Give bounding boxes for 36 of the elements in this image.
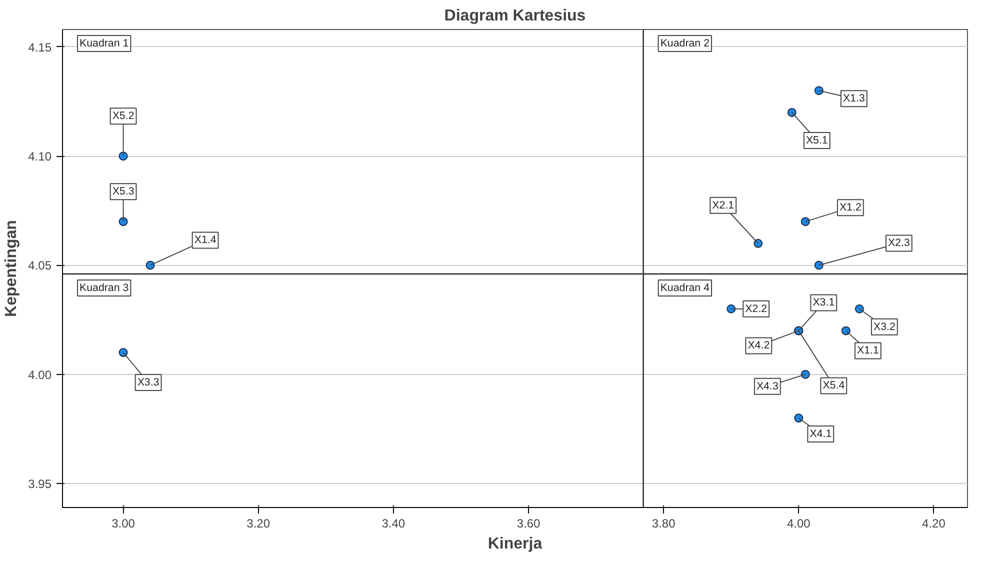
y-axis-title: Kepentingan [3,220,20,317]
y-tick-label: 4.05 [28,258,52,273]
x-tick-label: 3.80 [652,516,676,530]
x-tick-label: 4.00 [786,516,811,530]
y-tick-label: 4.00 [28,368,52,382]
x-tick-label: 3.40 [382,516,406,530]
annotation: X4.2 [748,340,770,352]
annotation: X5.3 [112,186,134,198]
annotation: X4.1 [810,428,832,440]
annotation: Kuadran 2 [660,38,710,50]
x-tick-label: 3.60 [516,516,541,530]
annotation: X1.1 [856,344,879,357]
annotation: X3.2 [873,320,896,333]
annotation: X5.4 [822,380,845,392]
annotation: X2.2 [745,302,768,315]
annotation: X1.3 [842,92,865,105]
annotation: X3.3 [137,376,160,389]
y-tick-label: 3.95 [28,476,52,491]
x-axis-title: Kinerja [488,536,542,552]
y-tick-label: 4.10 [28,150,52,164]
annotation: X5.2 [112,110,134,122]
annotation: X4.3 [756,380,778,392]
x-tick-label: 3.20 [246,516,270,530]
annotation: Kuadran 4 [660,282,710,294]
annotation: X1.4 [194,234,216,246]
annotation: X2.1 [712,199,734,212]
annotation: X5.1 [806,134,828,146]
x-tick-label: 4.20 [922,516,946,530]
x-tick-label: 3.00 [112,516,136,530]
chart-title: Diagram Kartesius [444,8,586,24]
annotation: X3.1 [812,296,835,309]
annotation: X1.2 [839,202,862,214]
annotation: Kuadran 1 [80,38,129,50]
y-tick-label: 4.15 [28,40,52,54]
annotation: X2.3 [888,237,910,250]
annotation: Kuadran 3 [80,282,129,294]
